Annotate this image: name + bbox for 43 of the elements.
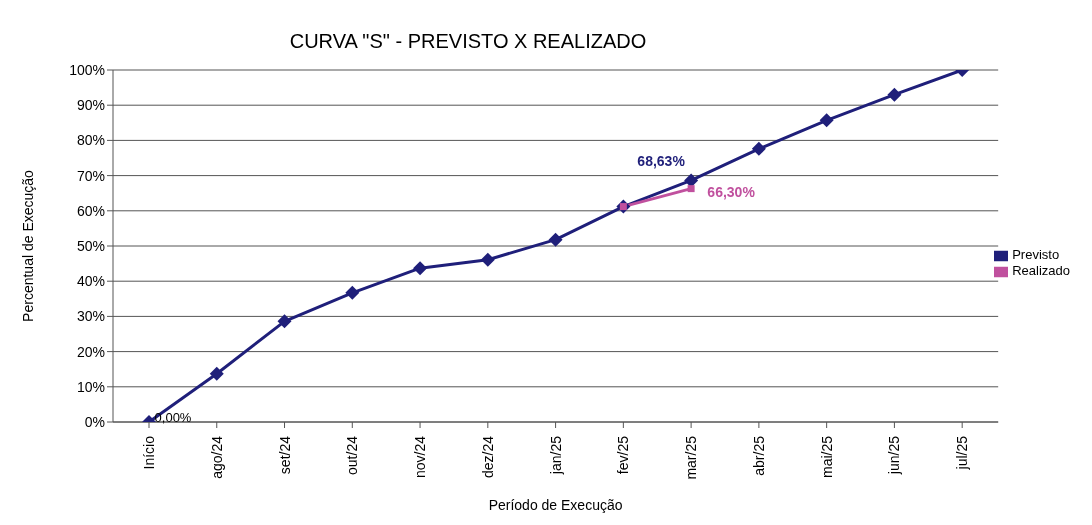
x-tick-label: mai/25 (818, 435, 835, 479)
point (413, 261, 428, 276)
point (209, 366, 224, 381)
data-label: 68,63% (637, 153, 686, 170)
y-axis-title: Percentual de Execução (19, 169, 36, 322)
x-tick-label: jan/25 (547, 435, 564, 476)
x-tick-label: out/24 (344, 435, 361, 475)
y-tick-label: 60% (76, 202, 105, 219)
x-tick-label: set/24 (276, 435, 293, 475)
x-tick-label: dez/24 (479, 435, 496, 479)
point (819, 113, 834, 128)
x-tick-label: mar/25 (683, 435, 700, 480)
y-tick-label: 0% (84, 413, 105, 430)
x-tick-label: fev/25 (615, 435, 632, 475)
point (277, 314, 292, 329)
y-tick-label: 90% (76, 97, 105, 114)
point (751, 141, 766, 156)
y-tick-label: 100% (69, 61, 105, 78)
point (887, 87, 902, 102)
x-tick-label: Início (141, 435, 157, 470)
data-label: 0,00% (154, 410, 192, 425)
y-tick-label: 50% (76, 237, 105, 254)
x-tick-label: ago/24 (208, 435, 225, 479)
y-tick-label: 70% (76, 167, 105, 184)
point (480, 252, 495, 267)
x-axis-title: Período de Execução (488, 497, 623, 513)
data-label: 66,30% (707, 183, 756, 200)
point (345, 285, 360, 300)
x-tick-label: abr/25 (750, 435, 767, 476)
point (548, 232, 563, 247)
y-tick-label: 40% (76, 273, 105, 290)
x-tick-label: jun/25 (886, 435, 903, 476)
point (687, 185, 695, 193)
chart-title: CURVA "S" - PREVISTO X REALIZADO (288, 30, 648, 53)
legend-label: Previsto (1012, 247, 1060, 263)
x-tick-label: jul/25 (954, 435, 971, 471)
legend-label: Realizado (1012, 263, 1070, 278)
y-tick-label: 20% (76, 343, 105, 360)
x-tick-label: nov/24 (412, 435, 429, 479)
y-tick-label: 30% (76, 308, 105, 325)
y-tick-label: 80% (76, 132, 105, 149)
y-tick-label: 10% (76, 378, 105, 395)
point (684, 173, 699, 188)
